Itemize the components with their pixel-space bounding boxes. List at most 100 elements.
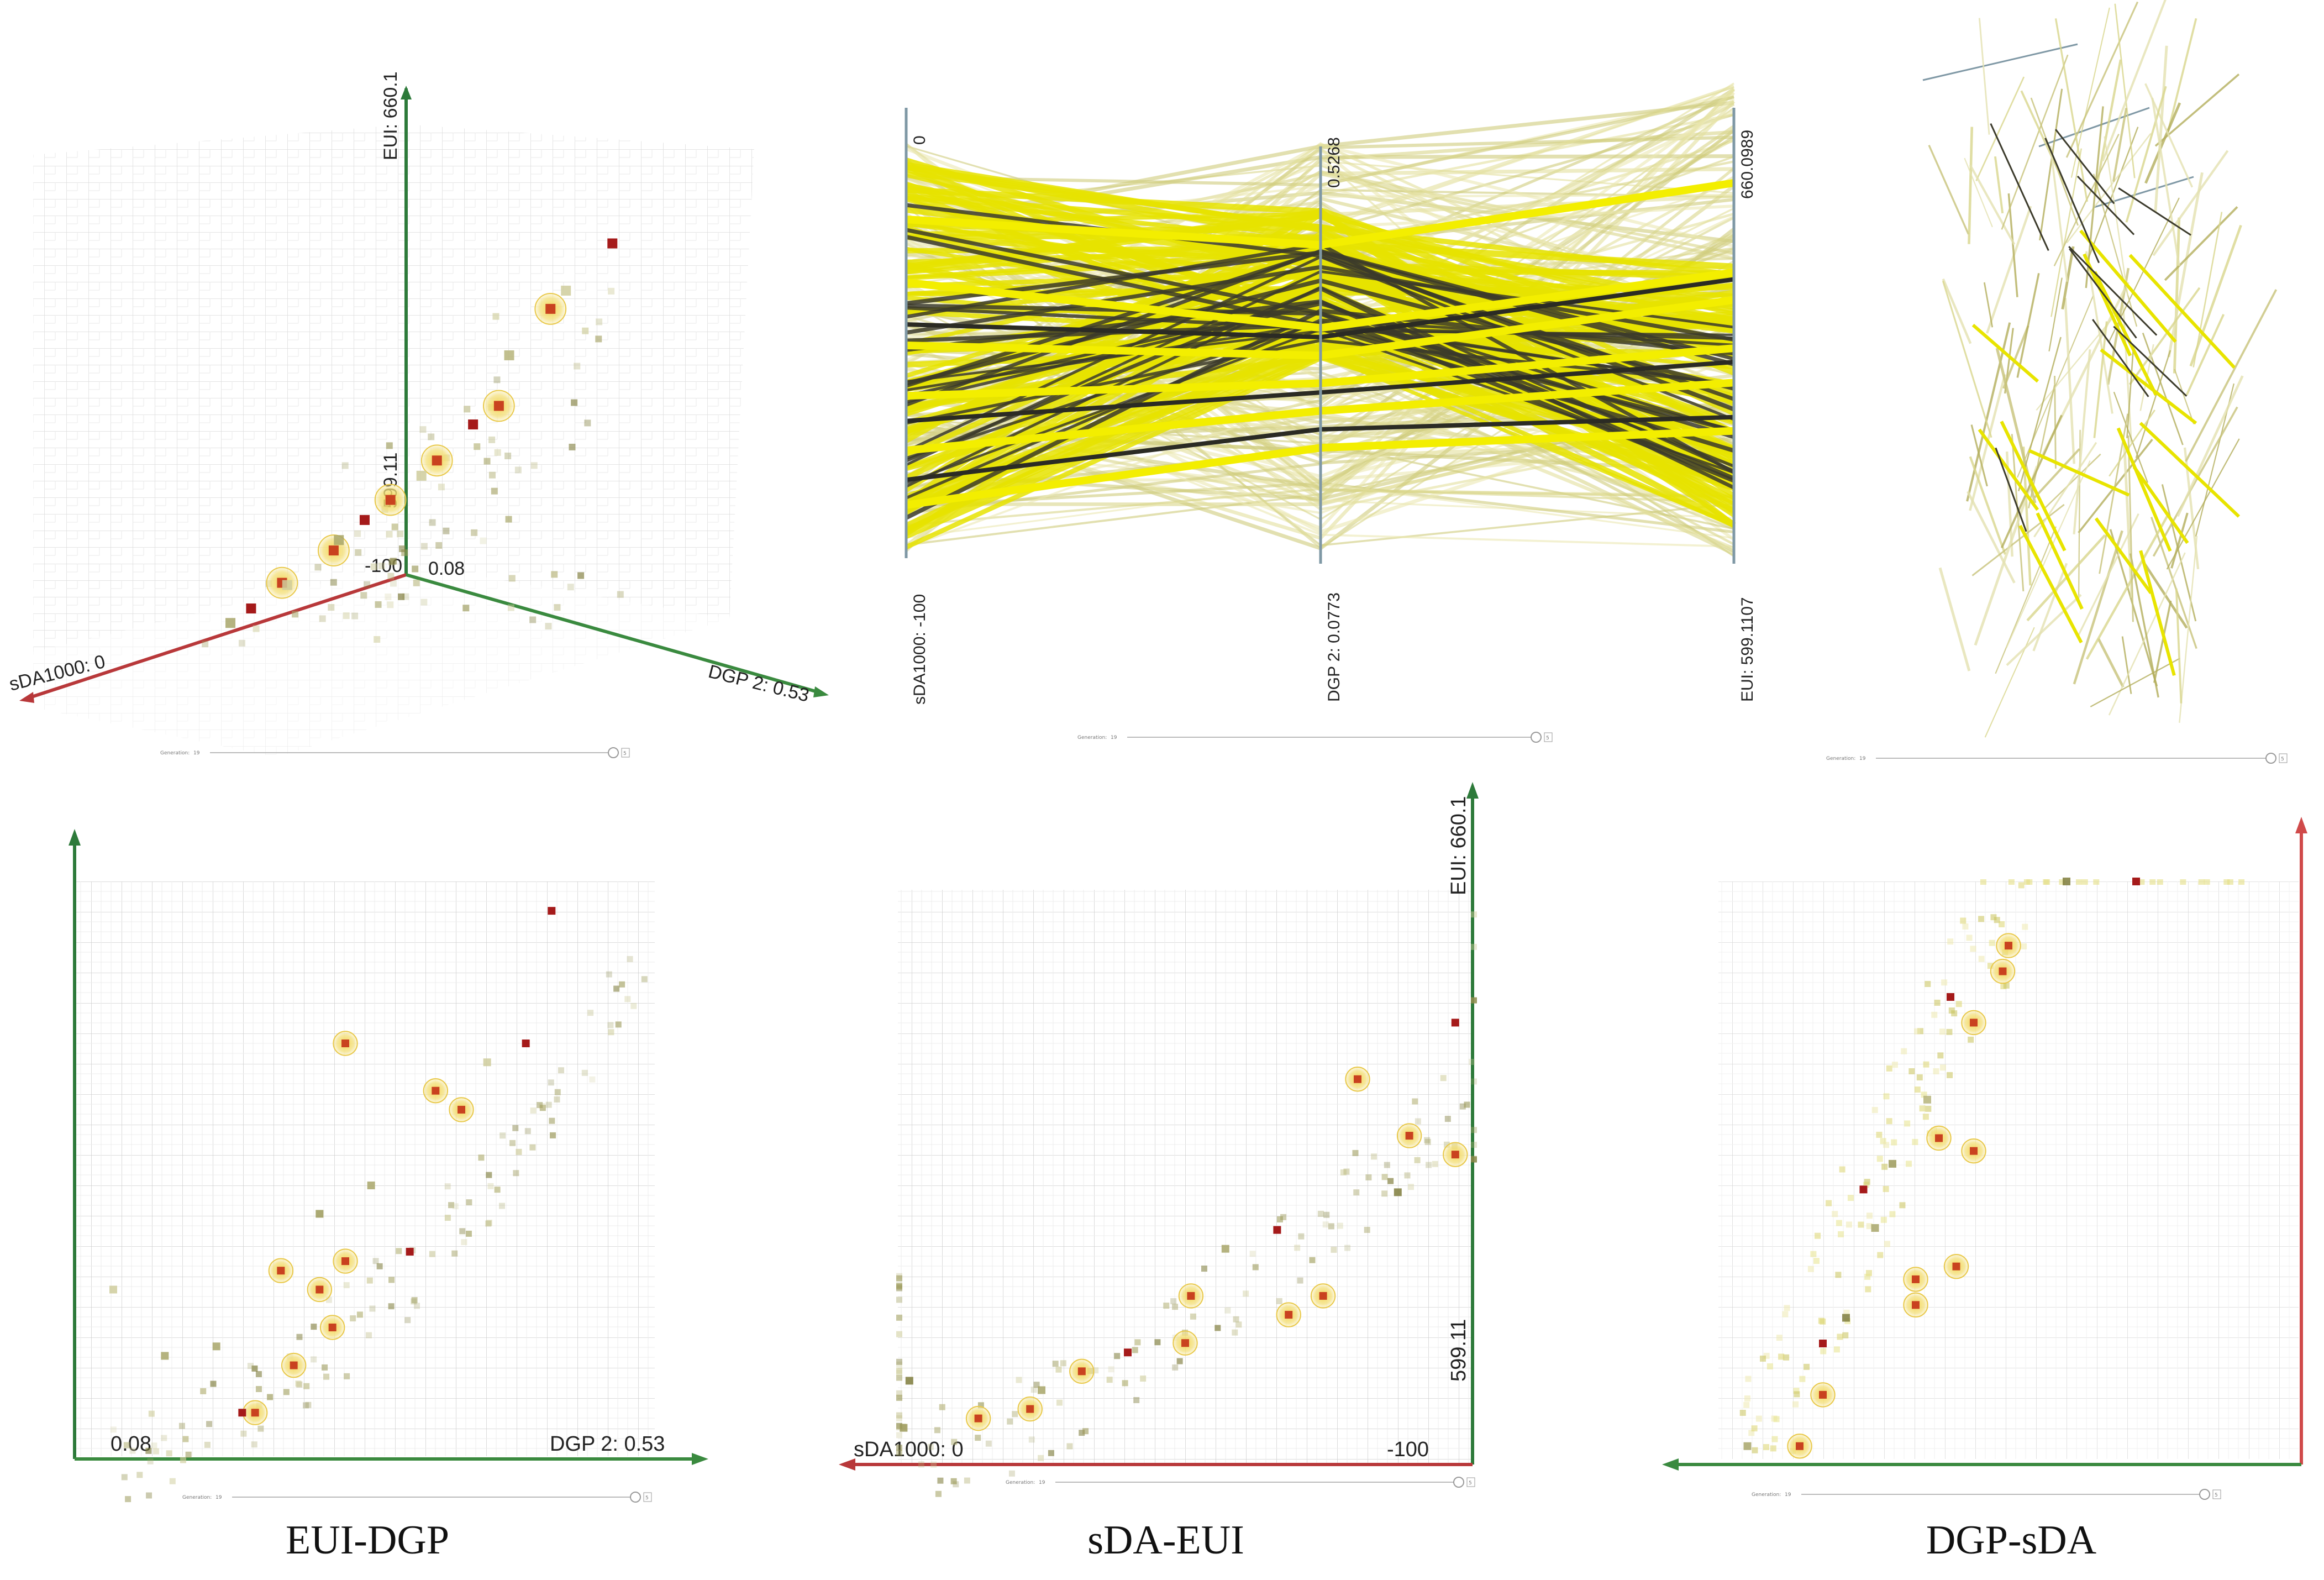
- dgp-sda-bg-point: [1804, 1363, 1810, 1370]
- eui-dgp-point[interactable]: [316, 1285, 324, 1294]
- slider-sideview-handle[interactable]: [2265, 753, 2276, 764]
- scatter3d-bg-point: [494, 449, 501, 456]
- sda-eui-bg-point: [1243, 1290, 1249, 1297]
- dgp-sda-point[interactable]: [1935, 1134, 1943, 1142]
- dgp-sda-bg-point: [1871, 1107, 1878, 1114]
- sda-eui-point[interactable]: [1451, 1151, 1459, 1159]
- scatter3d-point[interactable]: [359, 515, 370, 525]
- scatter3d-point[interactable]: [607, 238, 618, 249]
- sda-eui-edge-point: [896, 1424, 902, 1431]
- eui-dgp-bg-point: [448, 1202, 455, 1209]
- eui-dgp-bg-point: [558, 1067, 564, 1074]
- eui-dgp-point[interactable]: [238, 1409, 246, 1417]
- dgp-sda-point[interactable]: [2132, 878, 2140, 885]
- eui-dgp-point[interactable]: [341, 1039, 349, 1047]
- slider-eui-dgp-handle[interactable]: [630, 1492, 641, 1503]
- slider-3d-handle[interactable]: [608, 747, 619, 758]
- dgp-sda-point[interactable]: [1999, 967, 2007, 975]
- scatter3d-point[interactable]: [385, 495, 396, 505]
- dgp-sda-bg-point: [1833, 1346, 1840, 1353]
- slider-eui-dgp[interactable]: Generation: 19 5: [182, 1492, 652, 1503]
- slider-sda-eui-handle[interactable]: [1453, 1477, 1464, 1488]
- dgp-sda-point[interactable]: [1889, 1159, 1896, 1168]
- sda-eui-point[interactable]: [974, 1414, 982, 1422]
- slider-sda-eui[interactable]: Generation: 19 5: [1006, 1477, 1475, 1488]
- eui-dgp-point[interactable]: [161, 1352, 169, 1360]
- scatter3d-point[interactable]: [493, 401, 504, 411]
- dgp-sda-point[interactable]: [1912, 1301, 1920, 1309]
- dgp-sda-bg-point: [1743, 1401, 1750, 1408]
- sda-eui-point[interactable]: [1273, 1226, 1281, 1234]
- scatter3d-bg-point: [328, 604, 335, 611]
- sda-eui-point[interactable]: [1038, 1386, 1045, 1394]
- scatter3d-point[interactable]: [545, 303, 556, 314]
- scatter3d-point[interactable]: [328, 545, 339, 556]
- dgp-sda-point[interactable]: [1842, 1314, 1850, 1322]
- sda-eui-point[interactable]: [1394, 1188, 1402, 1196]
- sda-eui-point[interactable]: [905, 1377, 913, 1385]
- slider-parallel-handle[interactable]: [1531, 732, 1542, 743]
- scatter3d-point[interactable]: [504, 350, 514, 360]
- sda-eui-point[interactable]: [1221, 1245, 1229, 1253]
- dgp-sda-point[interactable]: [1952, 1262, 1960, 1271]
- dgp-sda-bg-point: [1884, 1241, 1890, 1247]
- dgp-sda-point[interactable]: [1912, 1275, 1920, 1283]
- sda-eui-bg-point: [939, 1404, 945, 1410]
- sda-eui-point[interactable]: [1405, 1132, 1413, 1140]
- sda-eui-point[interactable]: [1319, 1292, 1327, 1300]
- scatter3d-bg-point: [398, 593, 405, 600]
- slider-3d[interactable]: Generation: 19 5: [160, 747, 630, 758]
- slider-dgp-sda[interactable]: Generation: 19 5: [1752, 1489, 2221, 1500]
- dgp-sda-point[interactable]: [1819, 1340, 1827, 1347]
- scatter3d-point[interactable]: [416, 470, 427, 481]
- dgp-sda-point[interactable]: [1743, 1442, 1752, 1450]
- eui-dgp-point[interactable]: [290, 1361, 298, 1369]
- slider-parallel[interactable]: Generation: 19 5: [1077, 732, 1553, 743]
- slider-sideview[interactable]: Generation: 19 5: [1826, 753, 2288, 764]
- scatter3d-point[interactable]: [432, 455, 442, 466]
- dgp-sda-point[interactable]: [1923, 1095, 1931, 1104]
- sda-eui-point[interactable]: [1187, 1292, 1195, 1300]
- dgp-sda-point[interactable]: [2005, 942, 2012, 950]
- dgp-sda-point[interactable]: [1970, 1019, 1978, 1027]
- sda-eui-point[interactable]: [1181, 1339, 1189, 1347]
- scatter3d-point[interactable]: [225, 618, 236, 628]
- sda-eui-point[interactable]: [1026, 1405, 1034, 1413]
- eui-dgp-point[interactable]: [251, 1409, 259, 1417]
- slider-dgp-sda-handle[interactable]: [2199, 1489, 2210, 1500]
- scatter3d-bg-point: [596, 318, 603, 326]
- eui-dgp-point[interactable]: [458, 1105, 465, 1114]
- dgp-sda-point[interactable]: [2063, 878, 2070, 885]
- scatter3d-point[interactable]: [334, 535, 344, 545]
- dgp-sda-point[interactable]: [1871, 1224, 1879, 1232]
- eui-dgp-point[interactable]: [548, 907, 556, 915]
- sda-eui-point[interactable]: [1077, 1367, 1086, 1376]
- dgp-sda-point[interactable]: [1859, 1185, 1868, 1194]
- dgp-sda-point[interactable]: [1819, 1390, 1827, 1399]
- sda-eui-point[interactable]: [1124, 1348, 1132, 1357]
- sda-eui-point[interactable]: [1354, 1075, 1361, 1083]
- eui-dgp-point[interactable]: [406, 1247, 414, 1256]
- eui-dgp-point[interactable]: [522, 1039, 530, 1047]
- sda-eui-point[interactable]: [1285, 1311, 1293, 1319]
- eui-dgp-point[interactable]: [316, 1210, 324, 1218]
- eui-dgp-point[interactable]: [212, 1342, 220, 1351]
- sda-eui-point[interactable]: [900, 1424, 908, 1432]
- dgp-sda-bg-point: [1751, 1425, 1758, 1432]
- dgp-sda-point[interactable]: [1947, 993, 1954, 1001]
- eui-dgp-point[interactable]: [483, 1058, 491, 1067]
- eui-dgp-point[interactable]: [277, 1267, 285, 1275]
- scatter3d-point[interactable]: [282, 580, 292, 590]
- eui-dgp-point[interactable]: [432, 1086, 440, 1095]
- eui-dgp-point[interactable]: [341, 1257, 349, 1266]
- scatter3d-point[interactable]: [561, 285, 571, 296]
- dgp-sda-point[interactable]: [1970, 1147, 1978, 1155]
- sda-eui-point[interactable]: [1451, 1019, 1459, 1027]
- eui-dgp-point[interactable]: [328, 1324, 336, 1332]
- eui-dgp-point[interactable]: [367, 1182, 375, 1189]
- eui-dgp-point[interactable]: [109, 1285, 117, 1294]
- scatter3d-point[interactable]: [246, 603, 256, 614]
- eui-dgp-bg-point: [369, 1305, 376, 1312]
- scatter3d-point[interactable]: [468, 419, 479, 430]
- dgp-sda-point[interactable]: [1796, 1442, 1804, 1450]
